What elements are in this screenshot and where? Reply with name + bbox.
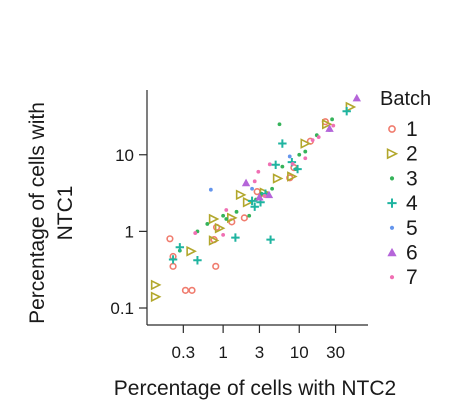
- legend-label: 2: [406, 143, 418, 166]
- legend-label: 7: [406, 266, 418, 289]
- data-point: [208, 187, 213, 192]
- data-point: [212, 262, 220, 270]
- data-point: [169, 262, 177, 270]
- data-point: [267, 162, 272, 167]
- data-point: [270, 186, 275, 191]
- data-point: [321, 118, 333, 130]
- data-point: [262, 194, 267, 198]
- data-point: [166, 235, 174, 243]
- data-point: [277, 122, 282, 127]
- data-point: [255, 192, 264, 201]
- data-point: [290, 161, 295, 166]
- x-tick-label: 3: [255, 343, 264, 362]
- data-point: [256, 169, 261, 174]
- data-point: [240, 214, 248, 222]
- y-tick-label: 0.1: [110, 299, 134, 318]
- data-point: [266, 235, 275, 244]
- legend-marker: [387, 247, 397, 257]
- legend-marker: [387, 198, 397, 208]
- data-point: [252, 179, 257, 184]
- y-tick-label: 1: [125, 222, 134, 241]
- y-ticks: 0.1 1 10: [110, 146, 147, 318]
- legend-title: Batch: [380, 88, 431, 110]
- data-point: [188, 286, 196, 294]
- data-point: [280, 164, 285, 169]
- x-axis-title: Percentage of cells with NTC2: [114, 377, 396, 400]
- data-point: [303, 156, 308, 161]
- data-point: [316, 135, 321, 139]
- data-point: [241, 178, 251, 187]
- legend-marker: [389, 225, 395, 230]
- data-point: [250, 202, 259, 211]
- data-point: [303, 149, 308, 154]
- data-point: [175, 243, 185, 252]
- data-point: [181, 286, 190, 294]
- data-point: [271, 160, 280, 169]
- data-point: [310, 138, 315, 143]
- data-point: [278, 139, 287, 148]
- y-axis-title-line-2: NTC1: [54, 186, 77, 241]
- data-point: [235, 189, 247, 201]
- data-point: [208, 213, 220, 225]
- legend-marker: [389, 275, 395, 280]
- data-point: [193, 231, 198, 235]
- data-point: [231, 233, 240, 242]
- data-point: [247, 213, 252, 218]
- data-point: [272, 173, 284, 184]
- legend-label: 4: [406, 192, 418, 215]
- legend-label: 5: [406, 217, 418, 240]
- data-point: [287, 154, 292, 159]
- legend-label: 6: [406, 242, 418, 265]
- data-point: [331, 123, 336, 128]
- data-point: [293, 164, 302, 174]
- x-tick-label: 10: [290, 343, 309, 362]
- data-point: [264, 190, 274, 199]
- data-point: [186, 245, 197, 257]
- data-point: [297, 152, 302, 157]
- data-points: [150, 93, 361, 303]
- data-point: [330, 117, 334, 122]
- legend-marker: [388, 125, 396, 133]
- data-point: [208, 235, 220, 246]
- data-point: [345, 101, 357, 113]
- data-point: [250, 186, 254, 191]
- x-tick-label: 30: [326, 343, 345, 362]
- data-point: [150, 279, 162, 291]
- legend-label: 1: [406, 118, 418, 141]
- data-point: [287, 171, 298, 182]
- data-point: [168, 255, 178, 264]
- x-tick-label: 0.3: [172, 343, 196, 362]
- legend-marker: [386, 148, 399, 160]
- data-point: [300, 138, 312, 149]
- data-point: [352, 93, 361, 102]
- data-point: [234, 209, 239, 214]
- data-point: [214, 222, 226, 234]
- x-ticks: 0.3 1 3 10 30: [172, 325, 345, 362]
- legend-label: 3: [406, 167, 418, 190]
- x-tick-label: 1: [218, 343, 227, 362]
- data-point: [193, 256, 202, 265]
- legend-marker: [389, 176, 395, 181]
- y-tick-label: 10: [115, 146, 134, 165]
- data-point: [150, 291, 162, 303]
- data-point: [224, 208, 229, 212]
- data-point: [342, 107, 351, 116]
- data-point: [221, 232, 226, 237]
- data-point: [205, 222, 210, 226]
- data-point: [224, 217, 229, 221]
- data-point: [325, 124, 334, 132]
- data-point: [242, 196, 254, 208]
- data-point: [221, 213, 226, 218]
- data-point: [247, 196, 257, 206]
- y-axis-title-line-1: Percentage of cells with: [26, 102, 49, 324]
